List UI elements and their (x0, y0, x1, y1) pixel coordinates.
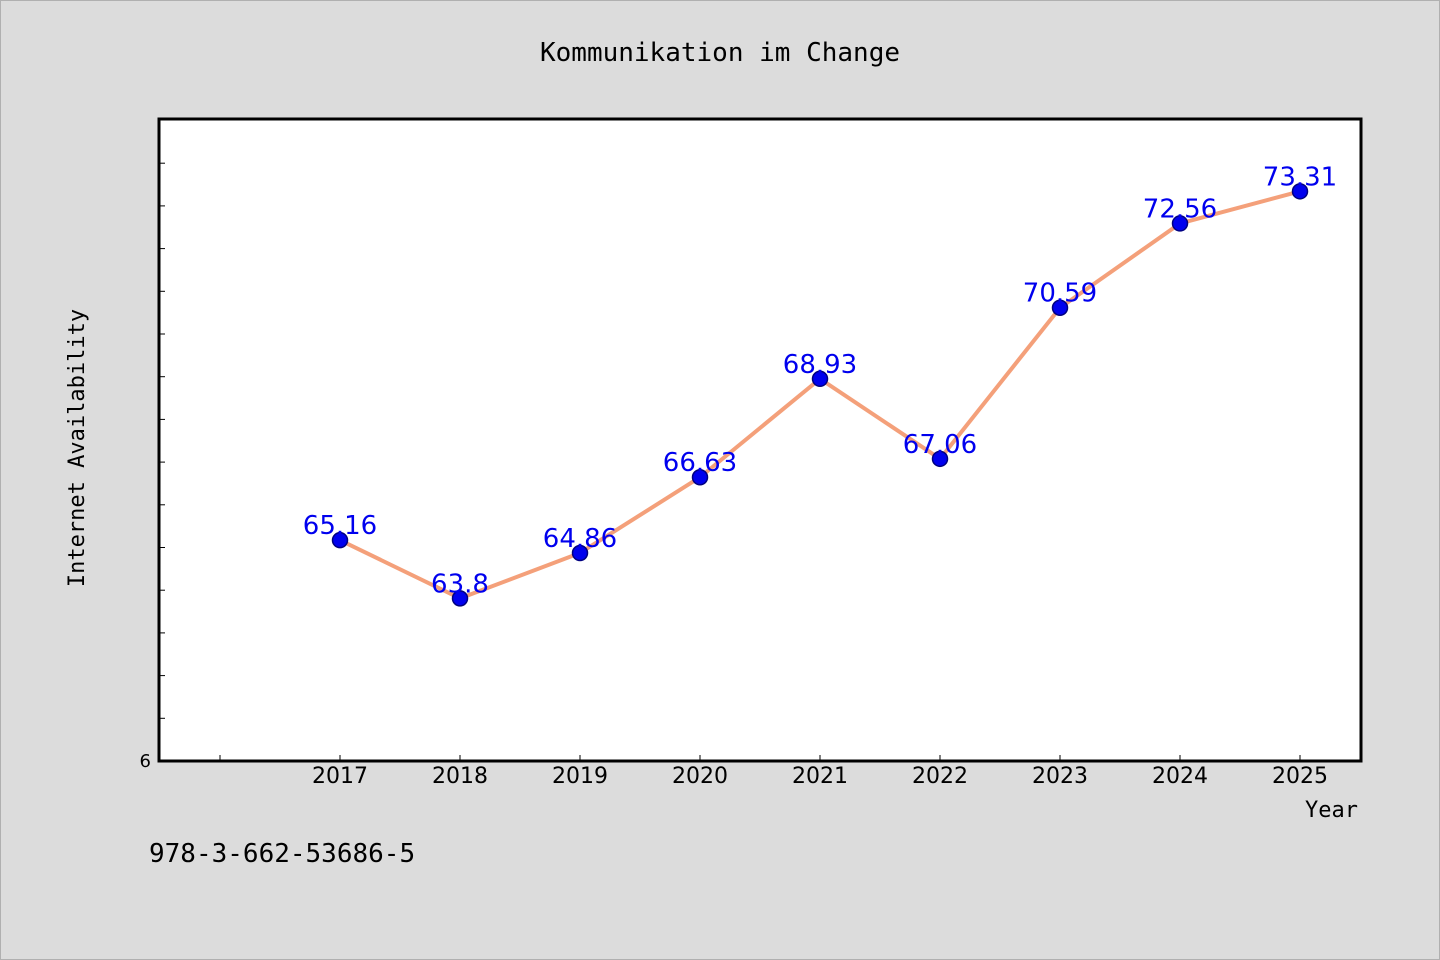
data-labels: 65.16 63.8 64.86 66.63 68.93 67.06 70.59 72.56 7… (303, 162, 1337, 599)
x-axis-label: Year (1305, 798, 1358, 823)
data-point (811, 370, 829, 388)
data-label: 70.59 (1023, 279, 1097, 309)
data-point (931, 450, 949, 468)
x-tick-label: 2017 (312, 764, 368, 789)
data-point (1051, 299, 1069, 316)
y-axis-label: Internet Availability (65, 309, 90, 587)
x-tick-label: 2020 (672, 764, 728, 789)
x-tick-label: 2024 (1152, 764, 1208, 789)
data-point (331, 531, 349, 549)
y-minor-ticks (159, 162, 165, 719)
x-tick-label: 2025 (1272, 764, 1328, 789)
data-label: 68.93 (783, 350, 857, 380)
data-label: 65.16 (303, 511, 377, 541)
data-label: 67.06 (903, 430, 977, 460)
data-point (1171, 215, 1189, 232)
chart-title: Kommunikation im Change (540, 38, 900, 68)
isbn-footer: 978-3-662-53686-5 (149, 839, 415, 869)
data-label: 72.56 (1143, 194, 1217, 224)
x-tick-label: 2019 (552, 764, 608, 789)
data-point (451, 590, 469, 607)
y-axis-tick-labels: 6 (140, 751, 151, 772)
y-tick-label: 6 (140, 751, 151, 772)
x-tick-label: 2018 (432, 764, 488, 789)
data-label: 63.8 (431, 569, 489, 599)
x-tick-label: 2021 (792, 764, 848, 789)
data-point (691, 468, 709, 486)
plot-area (157, 117, 1363, 763)
data-label: 66.63 (663, 448, 737, 478)
x-tick-label: 2023 (1032, 764, 1088, 789)
data-label: 73.31 (1263, 162, 1337, 192)
data-point (571, 544, 589, 562)
data-point (1291, 183, 1309, 200)
series-markers (331, 183, 1309, 607)
data-label: 64.86 (543, 524, 617, 554)
x-tick-label: 2022 (912, 764, 968, 789)
x-axis-ticks: 2017 2018 2019 2020 2021 2022 2023 2024 2025 (219, 755, 1328, 789)
